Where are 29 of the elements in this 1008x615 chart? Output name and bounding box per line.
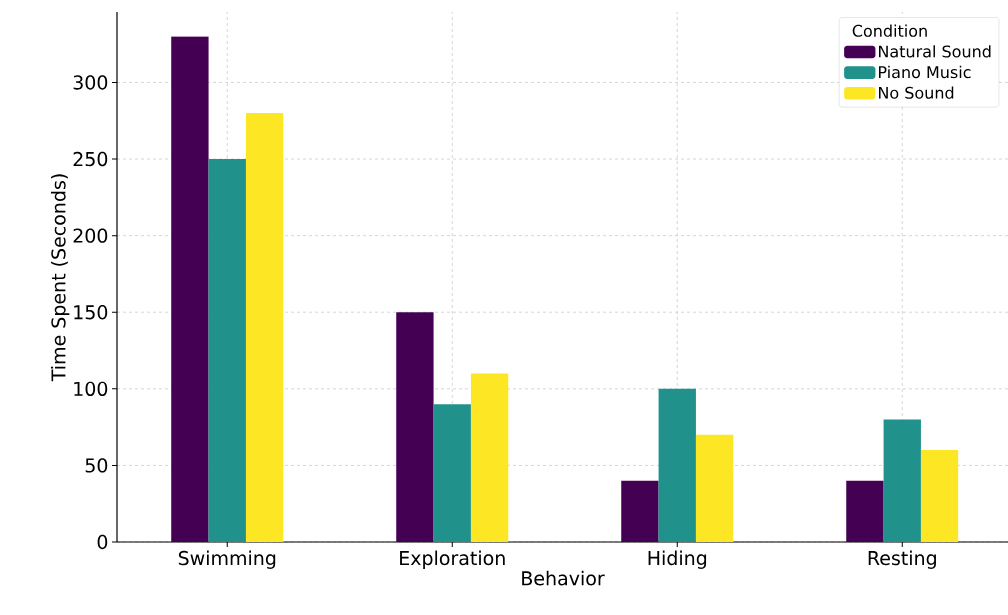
x-tick-label: Swimming — [178, 550, 276, 569]
y-tick-label: 50 — [85, 458, 108, 473]
legend-title: Condition — [852, 24, 927, 37]
bar — [171, 36, 209, 542]
x-axis-title: Behavior — [522, 570, 605, 586]
y-tick-label: 100 — [74, 381, 108, 396]
y-tick-label: 0 — [97, 534, 108, 550]
x-tick-label: Exploration — [400, 550, 505, 569]
y-tick-label: 150 — [74, 305, 108, 320]
x-tick-label: Hiding — [648, 550, 707, 569]
y-tick-label: 250 — [73, 151, 108, 167]
y-tick-label: 200 — [73, 228, 108, 243]
y-tick-label: 300 — [73, 75, 108, 90]
bar — [695, 434, 734, 542]
bar — [208, 159, 246, 542]
bar — [396, 312, 434, 542]
bar — [470, 373, 509, 542]
bar — [658, 388, 696, 542]
bar — [883, 419, 921, 542]
legend-label: No Sound — [878, 86, 954, 99]
x-tick-label: Resting — [868, 550, 936, 569]
legend-label: Piano Music — [878, 65, 971, 79]
y-axis-title: Time Spent (Seconds) — [50, 174, 70, 382]
bar — [621, 480, 659, 542]
bar — [245, 113, 284, 542]
legend-label: Natural Sound — [878, 45, 991, 58]
bar — [920, 450, 959, 542]
bar — [433, 404, 471, 542]
bar — [846, 480, 884, 542]
